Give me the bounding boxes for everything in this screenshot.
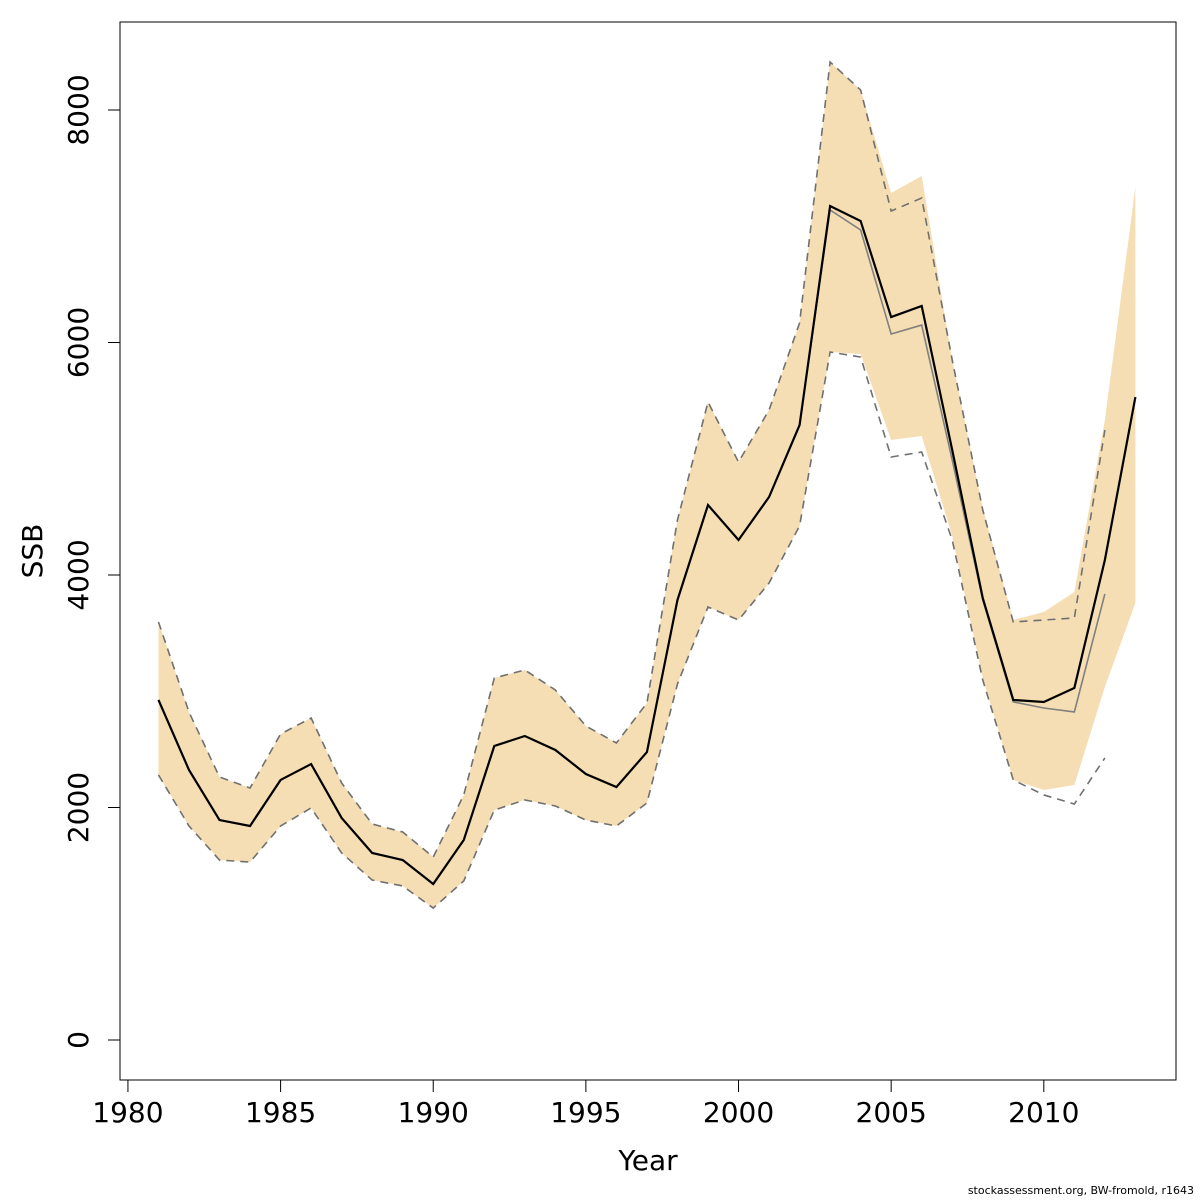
x-tick-label: 1990 bbox=[398, 1096, 469, 1129]
x-tick-label: 1995 bbox=[550, 1096, 621, 1129]
series-line bbox=[157, 351, 1106, 910]
y-tick-label: 4000 bbox=[62, 539, 95, 610]
y-tick-label: 6000 bbox=[62, 307, 95, 378]
x-tick-label: 2010 bbox=[1008, 1096, 1079, 1129]
x-tick-label: 2005 bbox=[856, 1096, 927, 1129]
x-tick-label: 1980 bbox=[92, 1096, 163, 1129]
y-tick-label: 8000 bbox=[62, 74, 95, 145]
y-tick-label: 0 bbox=[62, 1031, 95, 1049]
y-axis-label: SSB bbox=[16, 524, 49, 579]
y-tick-label: 2000 bbox=[62, 772, 95, 843]
x-axis-label: Year bbox=[617, 1144, 678, 1177]
series-line bbox=[157, 204, 1137, 886]
plot-frame bbox=[119, 21, 1177, 1081]
footer: stockassessment.org, BW-fromold, r1643 bbox=[968, 1184, 1194, 1197]
confidence-band bbox=[158, 61, 1136, 909]
x-tick-label: 1985 bbox=[245, 1096, 316, 1129]
x-tick-label: 2000 bbox=[703, 1096, 774, 1129]
series-line bbox=[157, 60, 1106, 859]
